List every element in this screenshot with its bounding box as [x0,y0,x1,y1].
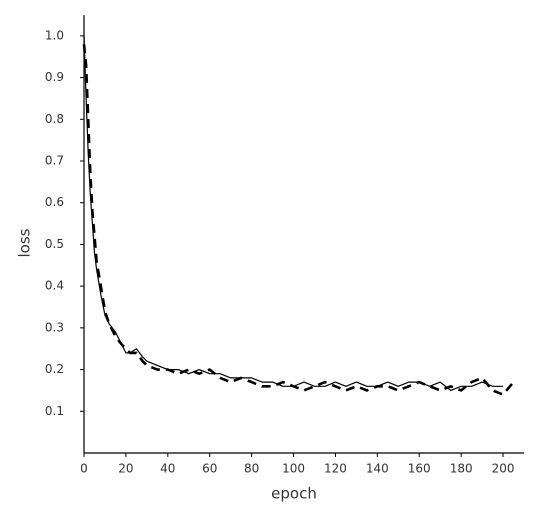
y-tick-label: 0.5 [45,237,64,251]
x-tick-label: 160 [408,462,431,476]
loss-line [82,44,515,396]
loss-line [83,35,503,391]
y-axis-label: loss [16,228,34,257]
x-tick-label: 120 [324,462,347,476]
x-tick-label: 200 [492,462,515,476]
x-tick-label: 40 [160,462,175,476]
y-tick-label: 0.7 [45,154,64,168]
x-tick-label: 80 [244,462,259,476]
y-tick-label: 1.0 [45,28,64,42]
y-tick-label: 0.3 [45,320,64,334]
x-tick-label: 20 [118,462,133,476]
x-tick-label: 140 [366,462,389,476]
y-tick-label: 0.2 [45,362,64,376]
x-tick-label: 100 [282,462,305,476]
y-tick-label: 0.6 [45,195,64,209]
y-tick-label: 0.1 [45,404,64,418]
y-tick-label: 0.9 [45,70,64,84]
y-tick-label: 0.4 [45,279,64,293]
x-tick-label: 0 [80,462,88,476]
x-axis-label: epoch [271,485,317,503]
x-tick-label: 60 [202,462,217,476]
x-tick-label: 180 [450,462,473,476]
y-tick-label: 0.8 [45,112,64,126]
